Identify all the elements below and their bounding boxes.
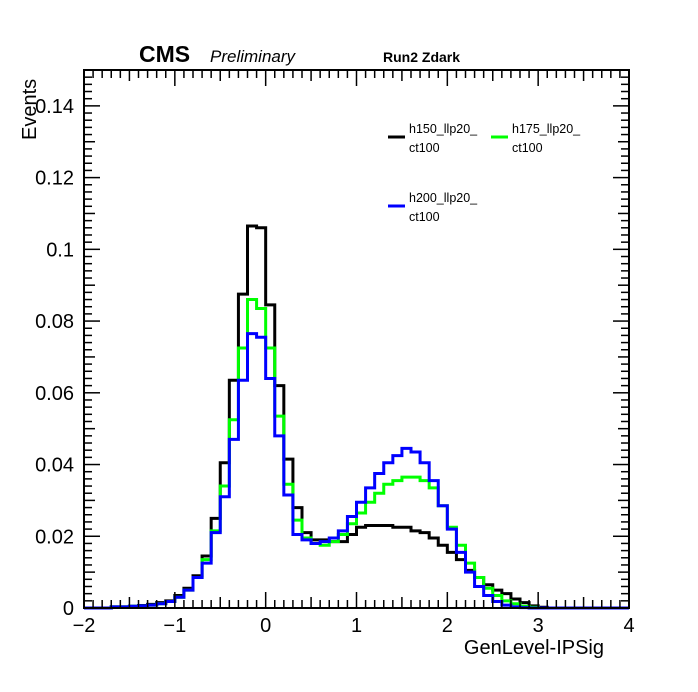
legend-label: h150_llp20_ xyxy=(409,122,478,136)
y-tick-label: 0.14 xyxy=(35,96,74,118)
x-axis-title: GenLevel-IPSig xyxy=(464,637,604,659)
legend-label-line2: ct100 xyxy=(512,141,543,155)
y-tick-label: 0 xyxy=(63,598,74,620)
tick-layer: −2 −1 0 1 2 3 4 0 0.02 0.04 0.06 0.08 0.1 0.12 0.14 xyxy=(35,69,635,637)
preliminary-label: Preliminary xyxy=(210,47,297,66)
x-tick-label: 0 xyxy=(260,615,271,637)
x-tick-label: 2 xyxy=(442,615,453,637)
legend-label: h175_llp20_ xyxy=(512,122,581,136)
legend-label-line2: ct100 xyxy=(409,141,440,155)
cms-label: CMS xyxy=(139,41,190,67)
series-line-1 xyxy=(84,224,629,610)
run-label: Run2 Zdark xyxy=(383,49,460,65)
y-axis-title: Events xyxy=(19,79,41,140)
legend: h150_llp20_ ct100 h175_llp20_ ct100 h200_llp… xyxy=(388,122,581,224)
x-tick-label: 3 xyxy=(533,615,544,637)
x-tick-label: 4 xyxy=(623,615,634,637)
x-tick-label: −1 xyxy=(163,615,186,637)
x-tick-label: −2 xyxy=(73,615,96,637)
y-tick-label: 0.04 xyxy=(35,455,74,477)
legend-label-line2: ct100 xyxy=(409,210,440,224)
y-tick-label: 0.1 xyxy=(46,239,74,261)
y-tick-label: 0.06 xyxy=(35,383,74,405)
x-tick-label: 1 xyxy=(351,615,362,637)
y-tick-label: 0.02 xyxy=(35,526,74,548)
y-tick-label: 0.08 xyxy=(35,311,74,333)
legend-label: h200_llp20_ xyxy=(409,191,478,205)
y-tick-label: 0.12 xyxy=(35,168,74,190)
